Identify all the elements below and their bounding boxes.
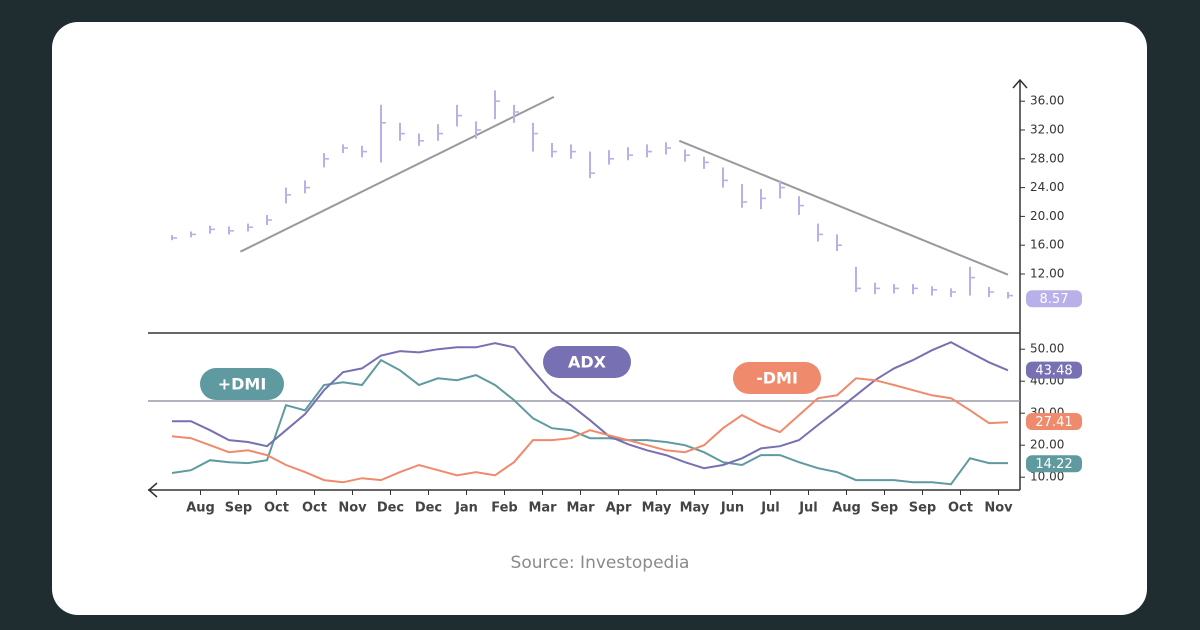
trendline (239, 95, 555, 253)
last-value-bg (1026, 455, 1082, 473)
x-tick-label: Oct (302, 501, 327, 516)
legend-label: -DMI (756, 369, 798, 388)
x-tick-label: Sep (225, 501, 253, 516)
x-tick-label: May (680, 501, 710, 516)
x-tick-label: Dec (377, 501, 404, 516)
x-tick-label: Aug (186, 501, 215, 516)
y-tick-label: 20.00 (1030, 209, 1064, 223)
x-tick-label: Mar (566, 501, 595, 516)
x-tick-label: Jan (454, 501, 478, 516)
x-tick-label: May (642, 501, 672, 516)
y-tick-label: 32.00 (1030, 123, 1064, 137)
y-tick-label: 24.00 (1030, 180, 1064, 194)
x-tick-label: Apr (606, 501, 632, 516)
legend-label: ADX (568, 353, 607, 372)
x-tick-label: Sep (871, 501, 899, 516)
y-tick-label: 28.00 (1030, 151, 1064, 165)
source: Source: Investopedia (511, 553, 690, 573)
last-value: 27.41 (1035, 415, 1072, 430)
x-tick-label: Jun (720, 501, 744, 516)
x-tick-label: Oct (264, 501, 289, 516)
y-tick-label: 12.00 (1030, 267, 1064, 281)
last-value-bg (1026, 412, 1082, 430)
legend-label: +DMI (218, 375, 267, 394)
x-tick-label: Oct (948, 501, 973, 516)
last-value-bg (1026, 361, 1082, 379)
y-tick-label: 36.00 (1030, 94, 1064, 108)
last-price-bg (1026, 290, 1082, 308)
legend-badge (200, 368, 284, 400)
card (52, 22, 1147, 615)
x-tick-label: Nov (984, 501, 1013, 516)
x-tick-label: Sep (909, 501, 937, 516)
last-value: 14.22 (1035, 457, 1072, 472)
series-line (171, 358, 1008, 486)
x-axis-arrow (147, 482, 158, 498)
x-tick-label: Dec (415, 501, 442, 516)
x-tick-label: Nov (338, 501, 367, 516)
y-tick-label: 16.00 (1030, 238, 1064, 252)
last-price: 8.57 (1040, 292, 1069, 307)
y-axis-arrow (1012, 78, 1028, 89)
x-tick-label: Jul (798, 501, 818, 516)
y-tick-label: 20.00 (1030, 438, 1064, 452)
x-tick-label: Mar (528, 501, 557, 516)
x-tick-label: Jul (760, 501, 780, 516)
series-line (171, 377, 1009, 484)
last-value: 43.48 (1035, 364, 1072, 379)
y-tick-label: 10.00 (1030, 470, 1064, 484)
x-tick-label: Feb (491, 501, 517, 516)
legend-badge (733, 362, 821, 394)
series-line (172, 341, 1009, 470)
legend-badge (543, 346, 631, 378)
trendline (678, 139, 1009, 276)
y-tick-label: 50.00 (1030, 342, 1064, 356)
x-tick-label: Aug (832, 501, 861, 516)
